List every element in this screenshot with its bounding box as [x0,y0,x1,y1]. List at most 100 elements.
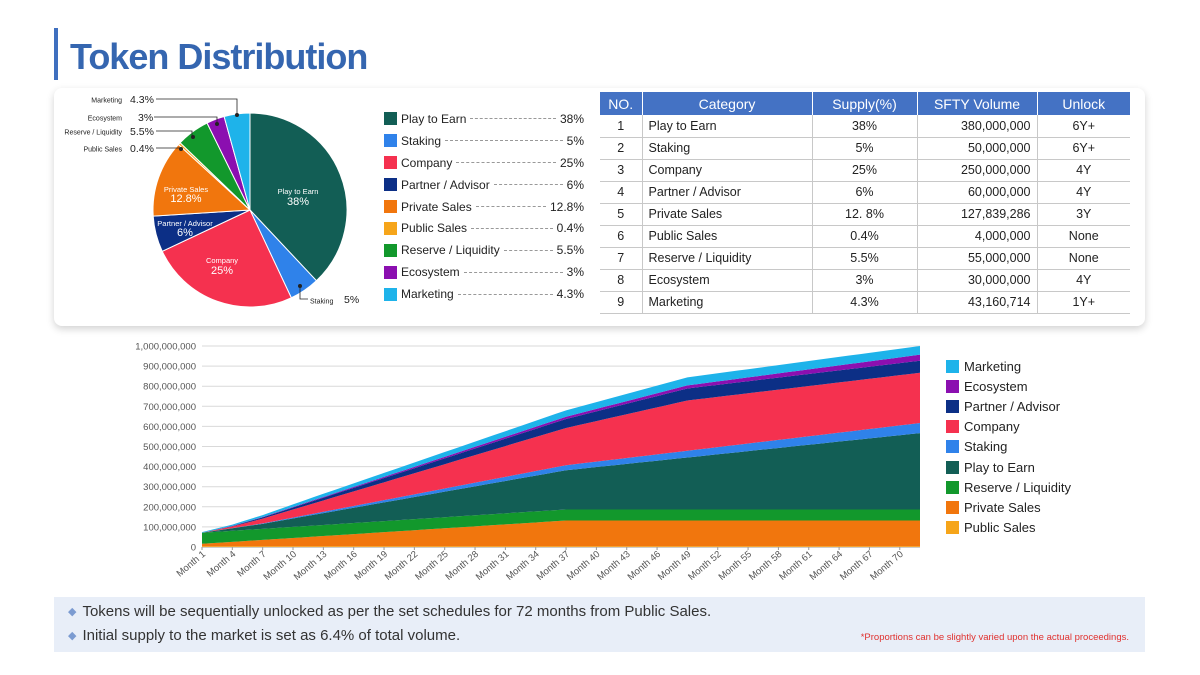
inner-label-partner: Partner / Advisor [157,219,213,228]
y-tick-label: 800,000,000 [143,382,196,393]
legend-item-play-to-earn: Play to Earn 38% [384,108,584,130]
cell-volume: 127,839,286 [917,203,1038,226]
table-row: 5 Private Sales 12. 8% 127,839,286 3Y [600,203,1130,226]
legend-item-reserve-liquidity: Reserve / Liquidity 5.5% [384,239,584,261]
legend-label: Marketing [964,358,1022,374]
title-accent-bar [54,28,58,80]
cell-supply: 25% [812,159,918,182]
callout-value-marketing: 4.3% [130,94,154,106]
footnote: *Proportions can be slightly varied upon… [860,632,1129,643]
x-tick-label: Month 34 [504,549,541,583]
legend-swatch [384,287,397,301]
cell-no: 2 [600,137,643,160]
area-legend-item-reserve-liquidity: Reserve / Liquidity [946,477,1071,497]
cell-supply: 4.3% [812,291,918,314]
pie-slice-play-to-earn [249,112,348,282]
area-legend-item-company: Company [946,417,1071,437]
x-tick-label: Month 10 [262,549,299,583]
legend-value: 0.4% [556,221,584,236]
legend-swatch [384,156,397,170]
legend-swatch [946,420,959,434]
legend-swatch [946,399,959,413]
legend-label: Public Sales [964,520,1036,536]
inner-label-company: Company [206,256,238,265]
x-tick-label: Month 49 [656,549,693,583]
x-tick-label: Month 19 [353,549,390,583]
cell-supply: 3% [812,269,918,292]
cell-category: Play to Earn [642,115,813,138]
inner-label-private: Private Sales [164,185,208,194]
col-header-supply: Supply(%) [812,92,918,115]
x-tick-label: Month 64 [808,549,845,583]
table-row: 6 Public Sales 0.4% 4,000,000 None [600,225,1130,248]
cell-unlock: 1Y+ [1037,291,1130,314]
callout-label-staking: Staking [310,299,333,306]
table-header-row: NO. Category Supply(%) SFTY Volume Unloc… [600,92,1130,115]
note-text-1: Tokens will be sequentially unlocked as … [82,603,712,620]
note-line-1: ◆ Tokens will be sequentially unlocked a… [68,603,711,620]
callout-value-staking: 5% [344,294,359,306]
legend-value: 12.8% [549,199,584,214]
x-tick-label: Month 61 [777,549,814,583]
legend-swatch [384,178,397,192]
legend-label: Public Sales [401,221,468,236]
notes-panel: ◆ Tokens will be sequentially unlocked a… [54,597,1145,652]
legend-label: Company [401,155,453,170]
x-tick-label: Month 16 [322,549,359,583]
callout-label-ecosystem: Ecosystem [88,116,122,123]
diamond-bullet-icon: ◆ [68,630,77,642]
x-tick-label: Month 25 [413,549,450,583]
table-row: 7 Reserve / Liquidity 5.5% 55,000,000 None [600,247,1130,270]
x-tick-label: Month 52 [686,549,723,583]
cell-category: Marketing [642,291,813,314]
legend-label: Play to Earn [401,111,467,126]
x-tick-label: Month 67 [838,549,875,583]
cell-volume: 250,000,000 [917,159,1038,182]
legend-swatch [384,200,397,213]
cell-no: 8 [600,269,643,292]
callout-line-reserve [156,130,193,136]
legend-item-ecosystem: Ecosystem 3% [384,261,584,283]
legend-label: Reserve / Liquidity [964,479,1071,495]
legend-label: Partner / Advisor [401,177,490,192]
callout-dot-ecosystem [215,122,219,126]
callout-value-ecosystem: 3% [138,112,153,124]
legend-label: Staking [964,439,1008,455]
x-tick-label: Month 13 [292,549,329,583]
callout-value-public: 0.4% [130,143,154,155]
callout-label-marketing: Marketing [91,98,122,105]
area-series-reserve-liquidity [202,509,920,544]
legend-swatch [384,134,397,148]
cell-volume: 50,000,000 [917,137,1038,160]
legend-swatch [946,521,959,535]
legend-swatch [946,359,959,373]
callout-line-marketing [156,98,238,114]
table-row: 8 Ecosystem 3% 30,000,000 4Y [600,269,1130,292]
area-series-company [202,372,920,533]
y-tick-label: 900,000,000 [143,362,196,373]
cell-category: Public Sales [642,225,813,248]
table-row: 9 Marketing 4.3% 43,160,714 1Y+ [600,291,1130,314]
cell-category: Private Sales [642,203,813,226]
legend-value: 5% [566,133,584,148]
legend-item-marketing: Marketing 4.3% [384,283,584,305]
cell-category: Company [642,159,813,182]
x-tick-label: Month 43 [595,549,632,583]
table-row: 1 Play to Earn 38% 380,000,000 6Y+ [600,115,1130,138]
y-tick-label: 600,000,000 [143,422,196,433]
legend-label: Play to Earn [964,459,1035,475]
y-tick-label: 700,000,000 [143,402,196,413]
cell-supply: 5.5% [812,247,918,270]
legend-label: Private Sales [401,199,472,214]
x-tick-label: Month 58 [747,549,784,583]
unlock-area-chart: 0 100,000,000 200,000,000 300,000,000 400,00… [135,342,920,583]
diamond-bullet-icon: ◆ [68,606,77,618]
legend-item-private-sales: Private Sales 12.8% [384,196,584,218]
legend-label: Marketing [401,287,454,302]
inner-value-private: 12.8% [170,193,201,205]
pie-chart: Marketing 4.3% Ecosystem 3% Reserve / Li… [64,94,359,308]
area-series-play-to-earn [202,433,920,533]
callout-dot-marketing [235,113,239,117]
cell-volume: 60,000,000 [917,181,1038,204]
area-legend: Marketing Ecosystem Partner / Advisor Compa… [946,356,1071,538]
